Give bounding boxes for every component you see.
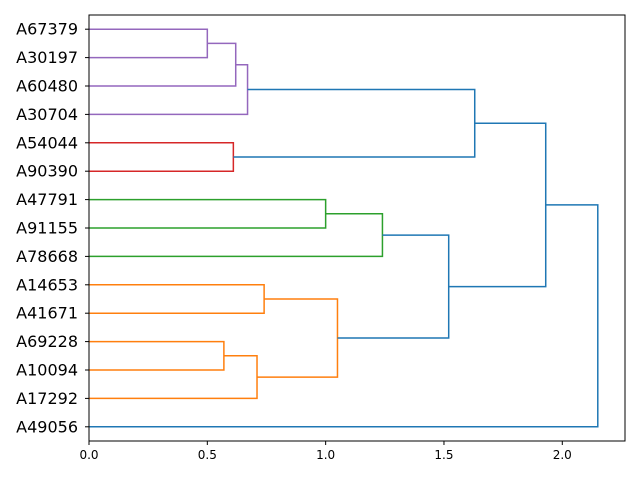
leaf-label: A30197 bbox=[16, 48, 78, 67]
dendrogram-links bbox=[89, 28, 599, 428]
link-m13 bbox=[448, 122, 547, 288]
leaf-label: A47791 bbox=[16, 190, 78, 209]
leaf-label: A60480 bbox=[16, 77, 78, 96]
leaf-label: A67379 bbox=[16, 20, 78, 39]
link-m14 bbox=[89, 204, 599, 428]
x-tick-label: 1.5 bbox=[434, 448, 453, 462]
x-tick-label: 1.0 bbox=[316, 448, 335, 462]
link-m1 bbox=[89, 28, 209, 59]
leaf-label: A30704 bbox=[16, 105, 78, 124]
link-m5 bbox=[233, 88, 476, 158]
leaf-label: A14653 bbox=[16, 275, 78, 294]
link-m7 bbox=[89, 213, 384, 258]
leaf-label: A10094 bbox=[16, 361, 78, 380]
leaf-label: A41671 bbox=[16, 304, 78, 323]
leaf-label: A91155 bbox=[16, 219, 78, 238]
leaf-label: A69228 bbox=[16, 332, 78, 351]
leaf-labels: A67379 A30197 A60480 A30704 A54044 A90390 A477… bbox=[16, 20, 89, 436]
link-m6 bbox=[89, 198, 327, 229]
x-tick-label: 0.0 bbox=[79, 448, 98, 462]
leaf-label: A17292 bbox=[16, 389, 78, 408]
link-m8 bbox=[89, 284, 265, 314]
x-tick-label: 2.0 bbox=[553, 448, 572, 462]
leaf-label: A54044 bbox=[16, 133, 78, 152]
link-m3 bbox=[89, 63, 249, 116]
x-axis: 0.0 0.5 1.0 1.5 2.0 bbox=[79, 441, 572, 462]
link-m11 bbox=[257, 298, 339, 378]
link-m4 bbox=[89, 142, 235, 172]
link-m12 bbox=[337, 234, 450, 339]
leaf-label: A49056 bbox=[16, 417, 78, 436]
link-m2 bbox=[89, 42, 237, 87]
link-m10 bbox=[89, 355, 258, 400]
leaf-label: A90390 bbox=[16, 162, 78, 181]
x-tick-label: 0.5 bbox=[198, 448, 217, 462]
leaf-label: A78668 bbox=[16, 247, 78, 266]
link-m9 bbox=[89, 340, 225, 371]
